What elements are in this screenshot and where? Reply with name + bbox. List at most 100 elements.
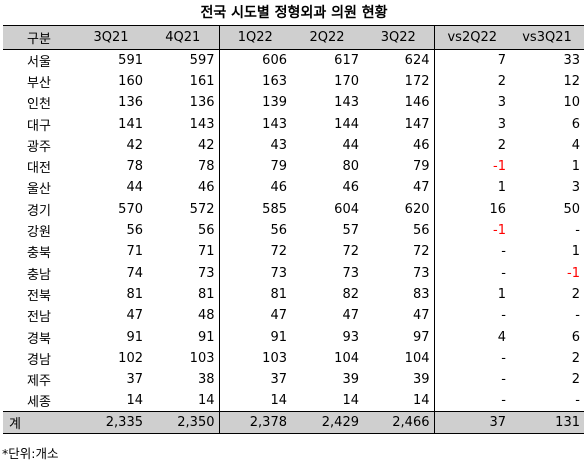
region-cell: 경북 bbox=[27, 331, 51, 347]
column-header: 4Q21 bbox=[165, 30, 201, 45]
value-cell: 624 bbox=[404, 52, 430, 68]
value-cell: 42 bbox=[126, 137, 143, 153]
region-cell: 광주 bbox=[27, 139, 51, 155]
value-cell: 163 bbox=[218, 70, 291, 93]
value-cell: 2,378 bbox=[218, 411, 291, 434]
value-cell: 570 bbox=[118, 201, 143, 217]
value-cell: 46 bbox=[197, 180, 215, 196]
value-cell: 7 bbox=[433, 49, 510, 71]
value-cell: 1 bbox=[571, 159, 580, 175]
region-cell: 세종 bbox=[27, 395, 51, 411]
column-header: 1Q22 bbox=[218, 25, 291, 50]
value-cell: - bbox=[433, 262, 510, 284]
column-header: 3Q22 bbox=[380, 30, 416, 45]
clinic-count-table: 구분 3Q21 4Q21 1Q22 2Q22 3Q22 vs2Q22 vs3Q21 서울 591… bbox=[3, 25, 584, 434]
value-cell: 43 bbox=[218, 134, 291, 156]
value-cell: 80 bbox=[342, 159, 359, 175]
region-cell: 서울 bbox=[27, 54, 51, 70]
value-cell: 1 bbox=[433, 283, 510, 306]
value-cell: 56 bbox=[197, 223, 215, 239]
region-cell: 경기 bbox=[27, 203, 51, 219]
value-cell: 81 bbox=[126, 286, 143, 302]
region-cell: 울산 bbox=[27, 182, 51, 198]
value-cell: 103 bbox=[218, 347, 291, 369]
value-cell: 2,335 bbox=[105, 415, 143, 431]
value-cell: 585 bbox=[218, 198, 291, 220]
value-cell: 72 bbox=[412, 244, 430, 260]
value-cell: -1 bbox=[433, 219, 510, 242]
value-cell: 136 bbox=[118, 95, 143, 111]
value-cell: 617 bbox=[334, 52, 359, 68]
column-header: 3Q21 bbox=[93, 30, 129, 45]
header-row: 구분 3Q21 4Q21 1Q22 2Q22 3Q22 vs2Q22 vs3Q21 bbox=[3, 25, 584, 50]
table-row: 충남 74 73 73 73 73- -1 bbox=[3, 262, 584, 284]
value-cell: 14 bbox=[342, 393, 359, 409]
value-cell: 606 bbox=[218, 49, 291, 71]
value-cell: 82 bbox=[342, 286, 359, 302]
region-cell: 전남 bbox=[27, 310, 51, 326]
value-cell: 141 bbox=[118, 116, 143, 132]
value-cell: 47 bbox=[412, 180, 430, 196]
value-cell: 1 bbox=[571, 244, 580, 260]
value-cell: 47 bbox=[412, 308, 430, 324]
value-cell: 91 bbox=[218, 326, 291, 348]
value-cell: 44 bbox=[126, 180, 143, 196]
value-cell: 143 bbox=[218, 113, 291, 135]
region-cell: 대구 bbox=[27, 118, 51, 134]
value-cell: 4 bbox=[571, 137, 580, 153]
value-cell: - bbox=[575, 393, 580, 409]
table-title: 전국 시도별 정형외과 의원 현황 bbox=[200, 5, 388, 21]
value-cell: 12 bbox=[563, 73, 580, 89]
table-row: 세종 14 14 14 14 14- - bbox=[3, 390, 584, 412]
region-cell: 제주 bbox=[27, 374, 51, 390]
value-cell: 47 bbox=[126, 308, 143, 324]
value-cell: 144 bbox=[334, 116, 359, 132]
value-cell: - bbox=[433, 368, 510, 391]
value-cell: 170 bbox=[334, 73, 359, 89]
value-cell: 83 bbox=[412, 286, 430, 302]
value-cell: 71 bbox=[126, 244, 143, 260]
column-header: vs3Q21 bbox=[522, 30, 572, 45]
value-cell: 572 bbox=[189, 201, 215, 217]
value-cell: 2 bbox=[433, 70, 510, 93]
value-cell: - bbox=[433, 305, 510, 327]
value-cell: 73 bbox=[342, 265, 359, 281]
column-header: 구분 bbox=[27, 32, 51, 47]
value-cell: 72 bbox=[218, 241, 291, 263]
value-cell: 4 bbox=[433, 326, 510, 348]
value-cell: - bbox=[575, 223, 580, 239]
region-cell: 충북 bbox=[27, 246, 51, 262]
value-cell: 2 bbox=[571, 372, 580, 388]
value-cell: 6 bbox=[571, 329, 580, 345]
region-cell: 부산 bbox=[27, 75, 51, 91]
value-cell: 46 bbox=[412, 137, 430, 153]
value-cell: 39 bbox=[342, 372, 359, 388]
value-cell: 2 bbox=[433, 134, 510, 156]
value-cell: 97 bbox=[412, 329, 430, 345]
value-cell: 104 bbox=[334, 350, 359, 366]
value-cell: - bbox=[433, 390, 510, 412]
value-cell: 591 bbox=[118, 52, 143, 68]
region-cell: 대전 bbox=[27, 161, 51, 177]
region-cell: 계 bbox=[9, 417, 21, 433]
unit-note: *단위:개소 bbox=[2, 446, 59, 461]
value-cell: 104 bbox=[404, 350, 430, 366]
value-cell: 73 bbox=[197, 265, 215, 281]
value-cell: 38 bbox=[197, 372, 215, 388]
value-cell: 136 bbox=[189, 95, 215, 111]
value-cell: 1 bbox=[433, 177, 510, 199]
value-cell: -1 bbox=[433, 155, 510, 178]
value-cell: 2 bbox=[571, 350, 580, 366]
value-cell: 91 bbox=[126, 329, 143, 345]
table-row: 경기 570 572 585 604 620 16 50 bbox=[3, 198, 584, 220]
region-cell: 경남 bbox=[27, 352, 51, 368]
value-cell: 37 bbox=[126, 372, 143, 388]
value-cell: 139 bbox=[218, 92, 291, 114]
value-cell: -1 bbox=[567, 265, 580, 281]
value-cell: 44 bbox=[342, 137, 359, 153]
value-cell: 71 bbox=[197, 244, 215, 260]
value-cell: 79 bbox=[412, 159, 430, 175]
value-cell: 50 bbox=[563, 201, 580, 217]
value-cell: - bbox=[575, 308, 580, 324]
value-cell: - bbox=[433, 241, 510, 263]
